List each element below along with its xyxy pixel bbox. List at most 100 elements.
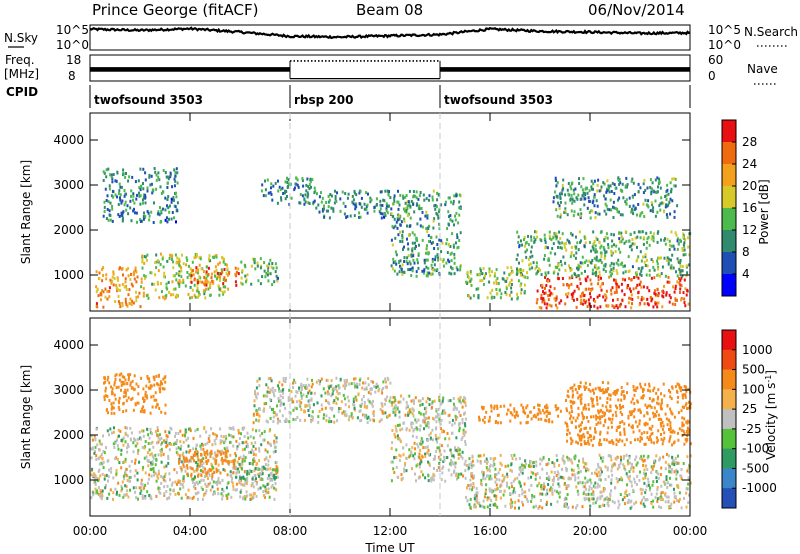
scatter-point	[649, 185, 652, 189]
scatter-point	[583, 203, 586, 207]
scatter-point	[454, 218, 457, 222]
scatter-point	[413, 261, 416, 265]
scatter-point	[190, 280, 193, 284]
scatter-point	[394, 260, 397, 264]
scatter-point	[170, 217, 173, 221]
scatter-point	[255, 477, 257, 481]
scatter-point	[561, 232, 564, 236]
scatter-point	[260, 189, 263, 193]
scatter-point	[633, 502, 636, 506]
scatter-point	[511, 457, 514, 461]
scatter-point	[612, 262, 615, 266]
scatter-point	[324, 391, 327, 395]
power-ylabel: Slant Range [km]	[19, 160, 33, 264]
scatter-point	[310, 391, 313, 395]
scatter-point	[447, 399, 450, 403]
scatter-point	[504, 504, 507, 508]
scatter-point	[320, 191, 322, 195]
scatter-point	[419, 403, 422, 407]
scatter-point	[660, 466, 663, 470]
scatter-point	[656, 301, 658, 305]
scatter-point	[440, 453, 443, 457]
scatter-point	[605, 190, 608, 194]
scatter-point	[660, 495, 663, 499]
scatter-point	[687, 245, 690, 249]
scatter-point	[574, 476, 577, 480]
scatter-point	[479, 269, 482, 273]
scatter-point	[581, 481, 584, 485]
scatter-point	[590, 487, 593, 491]
scatter-point	[242, 427, 245, 431]
scatter-point	[130, 476, 133, 479]
scatter-point	[536, 472, 539, 475]
scatter-point	[518, 480, 521, 484]
scatter-point	[246, 431, 249, 435]
scatter-point	[192, 273, 195, 277]
scatter-point	[155, 266, 158, 270]
scatter-point	[415, 190, 418, 194]
scatter-point	[98, 493, 101, 497]
scatter-point	[514, 500, 517, 504]
scatter-point	[420, 207, 423, 210]
scatter-point	[159, 491, 162, 495]
scatter-point	[584, 288, 587, 292]
scatter-point	[278, 389, 281, 393]
scatter-point	[148, 473, 151, 477]
scatter-point	[102, 466, 105, 470]
scatter-point	[215, 255, 218, 259]
scatter-point	[687, 236, 690, 240]
scatter-point	[264, 448, 267, 452]
scatter-point	[433, 263, 436, 267]
scatter-point	[431, 428, 434, 432]
scatter-point	[328, 386, 331, 390]
scatter-point	[543, 302, 546, 306]
scatter-point	[394, 424, 397, 428]
scatter-point	[569, 185, 572, 188]
scatter-point	[607, 243, 610, 246]
scatter-point	[606, 207, 609, 211]
scatter-point	[145, 455, 148, 459]
scatter-point	[397, 200, 400, 204]
scatter-point	[599, 456, 602, 460]
scatter-point	[519, 484, 522, 488]
scatter-point	[677, 454, 679, 458]
scatter-point	[628, 245, 631, 249]
scatter-point	[599, 478, 602, 482]
scatter-point	[174, 287, 177, 291]
scatter-point	[335, 385, 338, 389]
scatter-point	[116, 278, 119, 282]
scatter-point	[134, 211, 136, 215]
scatter-point	[266, 178, 269, 182]
scatter-point	[160, 450, 162, 454]
scatter-point	[154, 170, 157, 174]
scatter-point	[235, 454, 237, 458]
scatter-point	[516, 414, 519, 418]
scatter-point	[225, 278, 227, 282]
scatter-point	[521, 488, 524, 492]
scatter-point	[612, 200, 615, 204]
scatter-point	[584, 260, 586, 264]
scatter-point	[606, 496, 608, 500]
scatter-point	[410, 399, 413, 403]
scatter-point	[337, 384, 340, 388]
scatter-point	[590, 305, 592, 309]
scatter-point	[482, 418, 484, 422]
scatter-point	[593, 256, 596, 260]
scatter-point	[209, 283, 212, 287]
scatter-point	[167, 195, 170, 199]
scatter-point	[342, 393, 345, 397]
scatter-point	[353, 377, 356, 381]
scatter-point	[424, 446, 427, 450]
scatter-point	[636, 461, 639, 465]
cpid-segments: twofsound 3503 rbsp 200 twofsound 3503	[94, 85, 553, 108]
scatter-point	[677, 499, 680, 503]
scatter-point	[599, 466, 602, 470]
scatter-point	[519, 268, 522, 271]
scatter-point	[563, 504, 566, 508]
scatter-point	[185, 450, 188, 454]
scatter-point	[267, 269, 269, 273]
scatter-point	[151, 282, 154, 286]
scatter-point	[333, 201, 336, 205]
scatter-point	[625, 198, 628, 202]
scatter-point	[629, 232, 632, 236]
